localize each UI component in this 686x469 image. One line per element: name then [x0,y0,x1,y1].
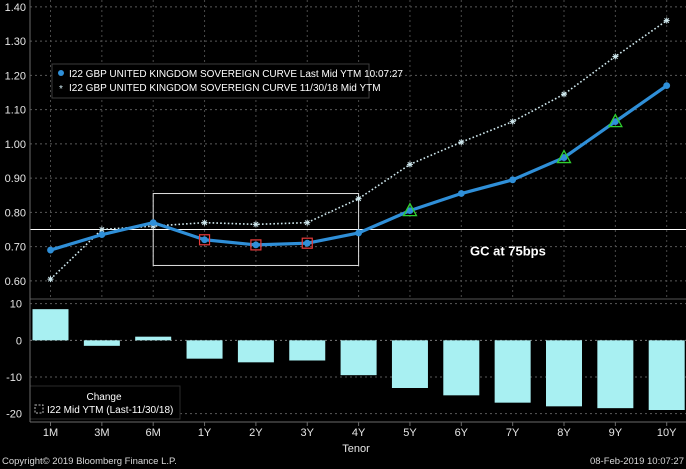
change-bar [186,340,223,359]
series-last-mid-point [611,118,619,125]
series-11-30-18-point [458,139,465,146]
x-tick-label: 6M [146,427,161,439]
series-last-mid-point [355,229,362,237]
lower-y-tick-label: -10 [6,372,22,384]
series-last-mid-point [457,190,465,197]
change-legend-title: Change [86,392,121,403]
series-last-mid-point [98,231,106,239]
series-11-30-18-point [612,53,619,60]
legend-box [51,63,370,99]
change-bar [391,340,428,388]
upper-y-tick-label: 1.40 [5,2,26,14]
legend: I22 GBP UNITED KINGDOM SOVEREIGN CURVE L… [51,63,403,99]
x-tick-label: 4Y [352,427,366,439]
green-triangle-marker [402,202,418,217]
upper-y-tick-label: 0.60 [5,276,26,288]
series-11-30-18-point [663,17,670,24]
series-11-30-18-point [509,118,516,125]
series-11-30-18-point [304,219,311,226]
lower-y-tick-label: -20 [6,409,22,421]
change-bar [289,340,326,361]
series-11-30-18-point [406,161,413,168]
curve-markers [198,113,623,251]
green-triangle-marker [556,149,572,164]
green-triangle-marker [607,113,623,128]
change-bar [83,340,120,346]
change-bar [135,336,172,341]
upper-y-tick-label: 1.00 [5,139,26,151]
series-last-mid-point [47,246,54,254]
series-last-mid-point [149,219,157,227]
x-tick-label: 6Y [455,427,469,439]
series-last-mid [47,82,671,254]
red-square-marker [250,239,262,251]
legend-last-mid-label: I22 GBP UNITED KINGDOM SOVEREIGN CURVE L… [69,69,403,80]
series-last-mid-point [406,207,414,215]
lower-y-tick-label: 0 [16,335,22,347]
change-bar [597,340,634,409]
change-bar [443,340,480,396]
change-bar [648,340,685,410]
series-11-30-18-point [252,221,259,228]
change-bar [546,340,582,407]
legend-11-30-18-label: I22 GBP UNITED KINGDOM SOVEREIGN CURVE 1… [69,83,381,94]
change-bar [494,340,531,403]
x-tick-label: 1Y [198,427,212,439]
x-tick-label: 10Y [657,427,677,439]
series-last-mid-point [663,82,671,90]
copyright-text: Copyright© 2019 Bloomberg Finance L.P. [2,456,177,467]
x-tick-label: 9Y [609,427,623,439]
x-axis: 1M 3M 6M 1Y 2Y 3Y 4Y 5Y 6Y 7Y 8Y 9Y 10Y [43,422,677,439]
change-legend-label: I22 Mid YTM (Last-11/30/18) [47,405,173,416]
upper-y-tick-label: 0.70 [5,242,26,254]
upper-y-tick-label: 0.80 [5,207,26,219]
upper-grid [30,0,686,298]
series-last-mid-point [201,236,208,244]
upper-y-tick-label: 1.30 [5,36,26,48]
series-11-30-18-point [355,195,362,202]
x-tick-label: 8Y [557,427,571,439]
series-last-mid-point [303,239,311,247]
change-bar [32,309,69,341]
legend-last-mid-swatch [58,70,64,76]
series-11-30-18 [47,17,670,283]
red-square-marker [198,234,211,246]
x-tick-label: 1M [43,427,58,439]
series-last-mid-point [560,154,568,161]
x-tick-label: 5Y [403,427,417,439]
lower-y-tick-label: 10 [10,299,22,311]
red-square-marker [301,237,313,249]
x-tick-label: 7Y [506,427,520,439]
series-11-30-18-point [561,91,567,98]
upper-y-axis: 1.40 1.30 1.20 1.10 1.00 0.90 0.80 0.70 0.60 [5,2,26,288]
change-bars [32,309,685,410]
timestamp-text: 08-Feb-2019 10:07:27 [589,456,684,467]
upper-y-tick-label: 0.90 [5,173,26,185]
change-legend: Change I22 Mid YTM (Last-11/30/18) [29,385,181,420]
change-legend-box [29,385,181,420]
upper-y-tick-label: 1.10 [5,105,26,117]
series-11-30-18-point [47,276,54,283]
lower-y-axis: 10 0 -10 -20 [6,299,22,421]
gc-reference-label: GC at 75bps [470,243,546,258]
series-last-mid-point [509,176,517,184]
x-tick-label: 3Y [301,427,315,439]
upper-y-tick-label: 1.20 [5,70,26,82]
series-11-30-18-point [201,219,208,226]
series-last-mid-point [252,241,260,249]
change-bar [340,340,377,376]
x-axis-title: Tenor [342,443,370,455]
x-tick-label: 2Y [249,427,263,439]
x-tick-label: 3M [94,427,109,439]
legend-11-30-18-swatch: * [59,84,63,95]
change-legend-swatch [34,404,44,414]
change-bar [237,340,274,363]
